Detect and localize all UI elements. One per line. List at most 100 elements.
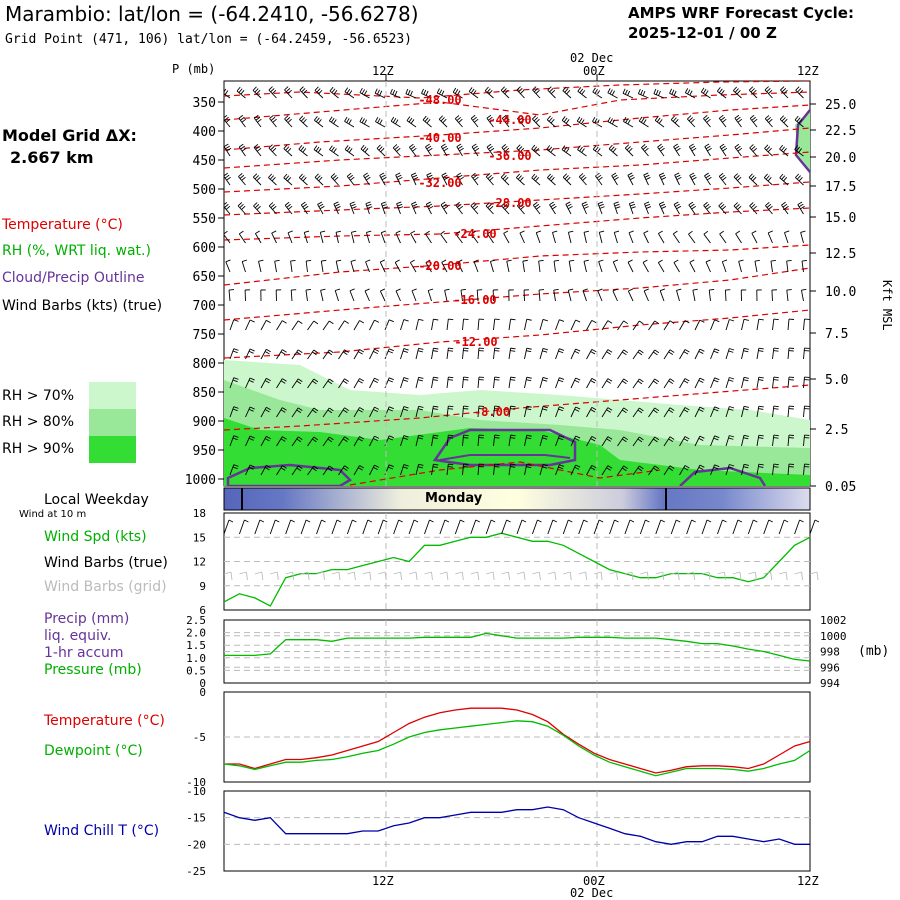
wind-barb-feather — [249, 464, 255, 468]
wind-barb-grid — [455, 571, 463, 575]
wind-barb-feather — [373, 408, 378, 413]
wind-barb-feather — [801, 288, 807, 291]
wind-barb — [632, 378, 640, 389]
wind-barb-feather — [233, 348, 239, 351]
wind-barb-feather — [224, 230, 228, 235]
wind-barb — [229, 348, 235, 360]
wind-barb — [284, 205, 293, 215]
wind-barb-feather — [598, 176, 603, 181]
wind-barb-feather — [645, 177, 651, 180]
wind-barb-feather — [236, 86, 241, 92]
wind-barb-feather — [676, 288, 682, 291]
wind-barb-feather — [661, 206, 667, 209]
wind-barb — [508, 435, 512, 447]
wind-barb — [531, 177, 541, 186]
wind-barb-feather — [351, 206, 357, 209]
wind-barb-feather — [546, 173, 551, 178]
wind-barb-feather — [364, 174, 370, 179]
wind-barb-feather — [758, 350, 764, 352]
wind-barb-feather — [643, 288, 649, 292]
tick-label: 0 — [199, 686, 206, 699]
wind-barb — [338, 407, 345, 418]
wind-barb-feather — [342, 380, 348, 384]
wind-barb-feather — [454, 89, 459, 94]
wind-barb — [786, 261, 789, 273]
wind-barb-feather — [704, 172, 709, 177]
wind-barb-feather — [232, 437, 238, 441]
wind-barb-feather — [598, 203, 604, 207]
wind-barb-feather — [330, 173, 336, 178]
wind-barb-10m-feather — [552, 519, 558, 523]
wind-barb-10m-feather — [722, 519, 727, 523]
wind-barb-feather — [566, 176, 571, 182]
wind-barb-feather — [280, 351, 286, 355]
pressure-line — [224, 632, 811, 662]
wind-barb-feather — [607, 349, 613, 353]
wind-barb-feather — [388, 350, 394, 354]
wind-barb — [763, 177, 773, 186]
wind-barb — [642, 262, 649, 273]
wind-barb-feather — [658, 90, 661, 96]
wind-barb — [245, 435, 251, 447]
wind-barb-feather — [403, 406, 409, 409]
wind-barb-10m — [238, 519, 245, 535]
wind-barb — [353, 378, 360, 389]
wind-barb — [322, 436, 330, 447]
wind-barb-feather — [720, 90, 725, 95]
wind-barb-grid — [300, 571, 309, 575]
wind-barb — [632, 349, 640, 360]
wind-barb-feather — [669, 465, 675, 469]
wind-barb-feather — [565, 119, 570, 124]
wind-barb — [771, 289, 773, 302]
wind-barb-feather — [783, 148, 787, 153]
wind-barb — [440, 146, 448, 157]
wind-barb-feather — [767, 147, 772, 153]
wind-barb-grid — [254, 571, 262, 575]
wind-barb — [638, 93, 649, 99]
wind-barb-feather — [494, 463, 500, 466]
wind-barb-grid-feather — [585, 571, 588, 581]
wind-barb — [710, 348, 716, 360]
wind-barb-feather — [644, 147, 649, 152]
wind-barb-feather — [317, 201, 323, 205]
wind-barb-feather — [628, 230, 634, 234]
wind-barb-feather — [659, 172, 665, 176]
wind-barb — [455, 233, 463, 244]
wind-barb — [710, 319, 716, 331]
wind-barb-feather — [494, 405, 500, 408]
wind-barb — [644, 203, 649, 215]
wind-barb-feather — [674, 145, 680, 150]
wind-barb-feather — [574, 466, 580, 470]
wind-barb-feather — [800, 230, 806, 233]
wind-barb-feather — [669, 378, 675, 382]
wind-barb-feather — [363, 172, 368, 177]
wind-barb-feather — [283, 173, 288, 179]
wind-barb — [493, 319, 496, 331]
wind-barb-10m — [300, 519, 307, 535]
legend-windchill: Wind Chill T (°C) — [44, 823, 160, 839]
wind-barb — [701, 91, 711, 99]
legend-local-weekday: Local Weekday — [44, 492, 149, 508]
wind-barb-feather — [750, 88, 755, 93]
wind-barb-feather — [486, 88, 491, 93]
wind-barb — [276, 378, 283, 389]
wind-barb-feather — [569, 259, 575, 262]
wind-barb — [553, 261, 556, 273]
wind-barb-feather — [346, 146, 351, 152]
wind-barb-feather — [526, 437, 532, 440]
wind-barb — [719, 146, 727, 157]
wind-barb-feather — [380, 288, 386, 292]
wind-barb-feather — [764, 144, 769, 149]
wind-barb — [687, 118, 696, 128]
wind-barb-grid-feather — [415, 571, 418, 581]
wind-barb-feather — [622, 409, 627, 414]
wind-barb-feather — [765, 202, 770, 206]
wind-barb — [238, 233, 246, 244]
wind-barb-feather — [654, 378, 660, 383]
wind-barb-10m — [562, 519, 569, 535]
wind-barb-feather — [248, 466, 254, 470]
wind-barb — [658, 203, 665, 215]
wind-barb-feather — [713, 466, 719, 470]
wind-barb-feather — [684, 320, 690, 324]
wind-barb — [258, 261, 262, 273]
